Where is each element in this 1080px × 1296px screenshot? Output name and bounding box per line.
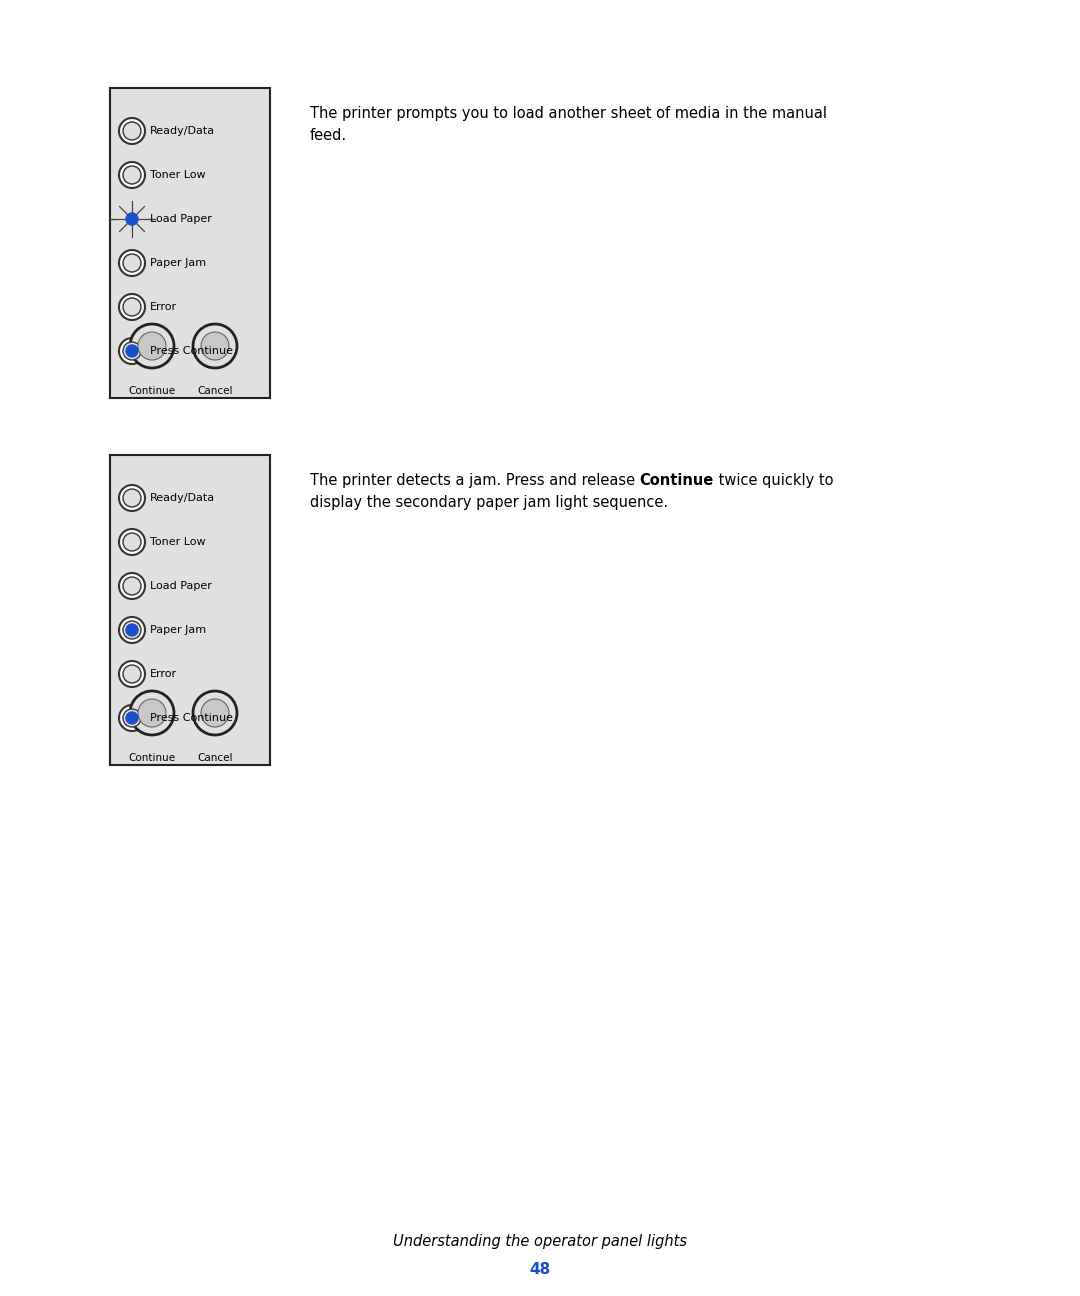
Text: Error: Error — [150, 669, 177, 679]
Circle shape — [201, 332, 229, 360]
Text: Toner Low: Toner Low — [150, 170, 205, 180]
Circle shape — [126, 712, 138, 724]
Circle shape — [119, 573, 145, 599]
Circle shape — [123, 621, 141, 639]
Text: Load Paper: Load Paper — [150, 214, 212, 224]
Text: Cancel: Cancel — [198, 753, 233, 763]
Text: Toner Low: Toner Low — [150, 537, 205, 547]
Circle shape — [119, 162, 145, 188]
Circle shape — [119, 617, 145, 643]
Circle shape — [123, 577, 141, 595]
Circle shape — [138, 699, 166, 727]
Circle shape — [123, 254, 141, 272]
Text: 48: 48 — [529, 1262, 551, 1277]
Circle shape — [126, 345, 138, 356]
Text: Press Continue: Press Continue — [150, 346, 233, 356]
Text: The printer detects a jam. Press and release: The printer detects a jam. Press and rel… — [310, 473, 639, 489]
Text: Continue: Continue — [129, 753, 176, 763]
Circle shape — [123, 342, 141, 360]
Circle shape — [123, 533, 141, 551]
Text: Understanding the operator panel lights: Understanding the operator panel lights — [393, 1234, 687, 1249]
Text: twice quickly to: twice quickly to — [714, 473, 834, 489]
Circle shape — [126, 213, 138, 226]
Circle shape — [119, 118, 145, 144]
Circle shape — [119, 250, 145, 276]
Circle shape — [119, 294, 145, 320]
Circle shape — [126, 623, 138, 636]
Circle shape — [130, 324, 174, 368]
Text: Press Continue: Press Continue — [150, 713, 233, 723]
Bar — [110, 88, 270, 398]
Text: Continue: Continue — [129, 386, 176, 397]
Circle shape — [193, 324, 237, 368]
Text: Ready/Data: Ready/Data — [150, 492, 215, 503]
Text: feed.: feed. — [310, 128, 347, 143]
Circle shape — [123, 665, 141, 683]
Text: Error: Error — [150, 302, 177, 312]
Circle shape — [119, 705, 145, 731]
Text: Paper Jam: Paper Jam — [150, 258, 206, 268]
Circle shape — [123, 709, 141, 727]
Text: Continue: Continue — [639, 473, 714, 489]
Circle shape — [119, 338, 145, 364]
Text: Load Paper: Load Paper — [150, 581, 212, 591]
Circle shape — [123, 122, 141, 140]
Circle shape — [119, 485, 145, 511]
Text: The printer prompts you to load another sheet of media in the manual: The printer prompts you to load another … — [310, 106, 827, 121]
Text: Paper Jam: Paper Jam — [150, 625, 206, 635]
Circle shape — [193, 691, 237, 735]
Circle shape — [119, 661, 145, 687]
Circle shape — [119, 529, 145, 555]
Circle shape — [201, 699, 229, 727]
Circle shape — [123, 489, 141, 507]
Text: display the secondary paper jam light sequence.: display the secondary paper jam light se… — [310, 495, 669, 511]
Circle shape — [138, 332, 166, 360]
Bar — [110, 455, 270, 765]
Circle shape — [123, 166, 141, 184]
Circle shape — [130, 691, 174, 735]
Text: Ready/Data: Ready/Data — [150, 126, 215, 136]
Text: Cancel: Cancel — [198, 386, 233, 397]
Circle shape — [123, 298, 141, 316]
